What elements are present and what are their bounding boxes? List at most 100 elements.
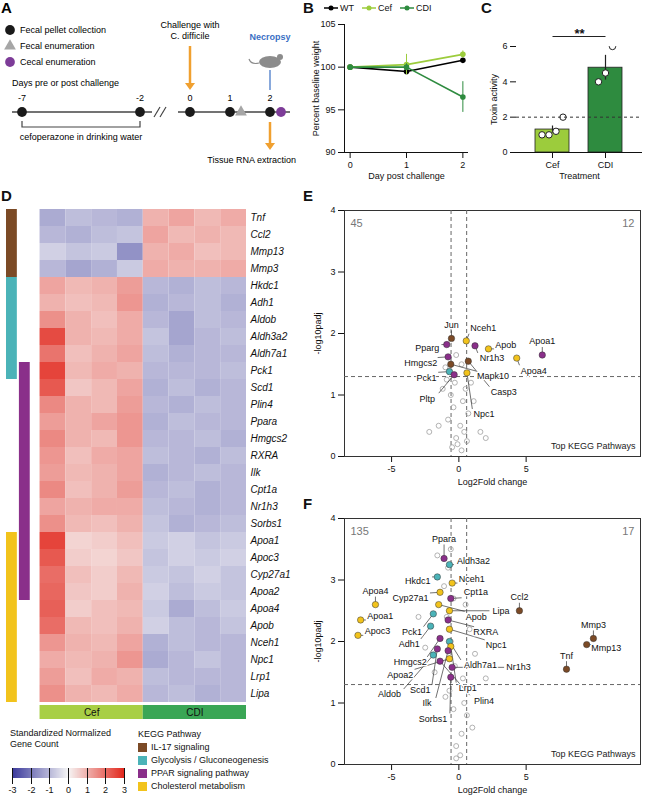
svg-text:Lrp1: Lrp1 xyxy=(251,671,271,682)
svg-text:Tnf: Tnf xyxy=(251,212,267,223)
svg-text:Hmgcs2: Hmgcs2 xyxy=(404,358,437,368)
svg-text:Ppara: Ppara xyxy=(251,416,278,427)
svg-text:Npc1: Npc1 xyxy=(251,654,274,665)
svg-text:4: 4 xyxy=(330,205,335,215)
svg-text:1: 1 xyxy=(330,390,335,400)
svg-text:Aldh7a1: Aldh7a1 xyxy=(250,348,288,359)
svg-text:Hkdc1: Hkdc1 xyxy=(405,576,431,586)
svg-text:Npc1: Npc1 xyxy=(486,640,507,650)
svg-text:Treatment: Treatment xyxy=(559,171,600,181)
svg-text:2: 2 xyxy=(330,328,335,338)
svg-text:Fecal enumeration: Fecal enumeration xyxy=(20,41,95,51)
svg-text:CDI: CDI xyxy=(598,160,614,170)
svg-text:Log2Fold change: Log2Fold change xyxy=(458,477,528,487)
svg-text:Cpt1a: Cpt1a xyxy=(464,587,488,597)
svg-text:Lrp1: Lrp1 xyxy=(459,683,477,693)
svg-text:Nceh1: Nceh1 xyxy=(470,323,496,333)
svg-text:Adh1: Adh1 xyxy=(399,639,420,649)
svg-text:Hkdc1: Hkdc1 xyxy=(251,280,279,291)
svg-text:Casp3: Casp3 xyxy=(491,387,517,397)
svg-text:2: 2 xyxy=(502,112,507,122)
svg-text:-5: -5 xyxy=(388,772,396,782)
svg-text:105: 105 xyxy=(320,19,335,29)
svg-text:Nr1h3: Nr1h3 xyxy=(480,353,505,363)
svg-text:0: 0 xyxy=(330,451,335,461)
svg-text:-7: -7 xyxy=(18,93,26,103)
svg-text:Jun: Jun xyxy=(444,320,459,330)
svg-text:4: 4 xyxy=(330,513,335,523)
svg-text:-5: -5 xyxy=(388,464,396,474)
svg-text:Ccl2: Ccl2 xyxy=(251,229,271,240)
svg-text:Pparg: Pparg xyxy=(415,343,439,353)
svg-text:Top KEGG Pathways: Top KEGG Pathways xyxy=(551,749,636,759)
svg-text:90: 90 xyxy=(325,147,335,157)
svg-text:0: 0 xyxy=(66,785,71,795)
svg-text:Cyp27a1: Cyp27a1 xyxy=(392,593,428,603)
svg-text:-1: -1 xyxy=(45,785,53,795)
svg-text:Npc1: Npc1 xyxy=(473,409,494,419)
svg-text:2: 2 xyxy=(103,785,108,795)
svg-text:RXRA: RXRA xyxy=(251,450,279,461)
svg-text:Pck1: Pck1 xyxy=(402,627,422,637)
svg-text:12: 12 xyxy=(622,217,634,229)
svg-text:Scd1: Scd1 xyxy=(251,382,274,393)
svg-text:Apoa4: Apoa4 xyxy=(362,586,388,596)
svg-text:2: 2 xyxy=(267,93,272,103)
svg-text:Aldh7a1: Aldh7a1 xyxy=(464,660,497,670)
svg-text:3: 3 xyxy=(330,267,335,277)
svg-text:3: 3 xyxy=(330,575,335,585)
svg-text:45: 45 xyxy=(351,217,363,229)
svg-text:Ppara: Ppara xyxy=(432,534,456,544)
svg-text:Nceh1: Nceh1 xyxy=(251,637,280,648)
svg-text:Top KEGG Pathways: Top KEGG Pathways xyxy=(551,441,636,451)
svg-text:95: 95 xyxy=(325,105,335,115)
svg-text:Aldob: Aldob xyxy=(250,314,277,325)
svg-text:Hmgcs2: Hmgcs2 xyxy=(251,433,288,444)
svg-text:1: 1 xyxy=(227,93,232,103)
svg-text:Day post challenge: Day post challenge xyxy=(368,171,445,181)
svg-text:Cef: Cef xyxy=(545,160,560,170)
svg-text:-log10padj: -log10padj xyxy=(313,620,323,662)
svg-text:Cyp27a1: Cyp27a1 xyxy=(251,569,291,580)
svg-text:Percent baseline weight: Percent baseline weight xyxy=(311,40,321,136)
svg-text:5: 5 xyxy=(524,772,529,782)
svg-text:Apoc3: Apoc3 xyxy=(250,552,280,563)
svg-text:-log10padj: -log10padj xyxy=(313,312,323,354)
svg-text:Mmp13: Mmp13 xyxy=(591,643,621,653)
svg-text:Apoa2: Apoa2 xyxy=(250,586,280,597)
svg-text:2: 2 xyxy=(330,636,335,646)
svg-text:0: 0 xyxy=(348,160,353,170)
svg-text:Days pre or post challenge: Days pre or post challenge xyxy=(12,78,119,88)
svg-text:Pck1: Pck1 xyxy=(251,365,273,376)
svg-text:Challenge with: Challenge with xyxy=(160,20,219,30)
svg-text:4: 4 xyxy=(502,77,507,87)
svg-text:Log2Fold change: Log2Fold change xyxy=(458,785,528,795)
svg-text:Tissue RNA extraction: Tissue RNA extraction xyxy=(207,155,296,165)
svg-text:Cef: Cef xyxy=(84,707,100,718)
svg-text:Plin4: Plin4 xyxy=(474,696,494,706)
svg-text:Pck1: Pck1 xyxy=(417,373,437,383)
svg-text:Ccl2: Ccl2 xyxy=(510,592,528,602)
svg-text:2: 2 xyxy=(460,160,465,170)
svg-text:Mmp3: Mmp3 xyxy=(251,263,279,274)
svg-text:Apoa4: Apoa4 xyxy=(250,603,280,614)
svg-text:Apob: Apob xyxy=(466,612,487,622)
svg-text:100: 100 xyxy=(320,62,335,72)
svg-text:Aldh3a2: Aldh3a2 xyxy=(250,331,288,342)
svg-text:Nr1h3: Nr1h3 xyxy=(506,662,531,672)
svg-text:5: 5 xyxy=(524,464,529,474)
svg-text:Pltp: Pltp xyxy=(419,394,435,404)
svg-text:-2: -2 xyxy=(27,785,35,795)
svg-text:Apoa1: Apoa1 xyxy=(250,535,280,546)
svg-text:cefoperazone in drinking water: cefoperazone in drinking water xyxy=(20,132,143,142)
svg-text:-2: -2 xyxy=(136,93,144,103)
svg-text:Necropsy: Necropsy xyxy=(249,32,290,42)
svg-text:CDI: CDI xyxy=(186,707,203,718)
svg-text:17: 17 xyxy=(622,525,634,537)
svg-text:1: 1 xyxy=(404,160,409,170)
svg-text:Scd1: Scd1 xyxy=(410,685,431,695)
svg-text:0: 0 xyxy=(330,759,335,769)
svg-text:**: ** xyxy=(574,26,585,41)
svg-text:Mmp13: Mmp13 xyxy=(251,246,285,257)
svg-text:RXRA: RXRA xyxy=(473,627,498,637)
